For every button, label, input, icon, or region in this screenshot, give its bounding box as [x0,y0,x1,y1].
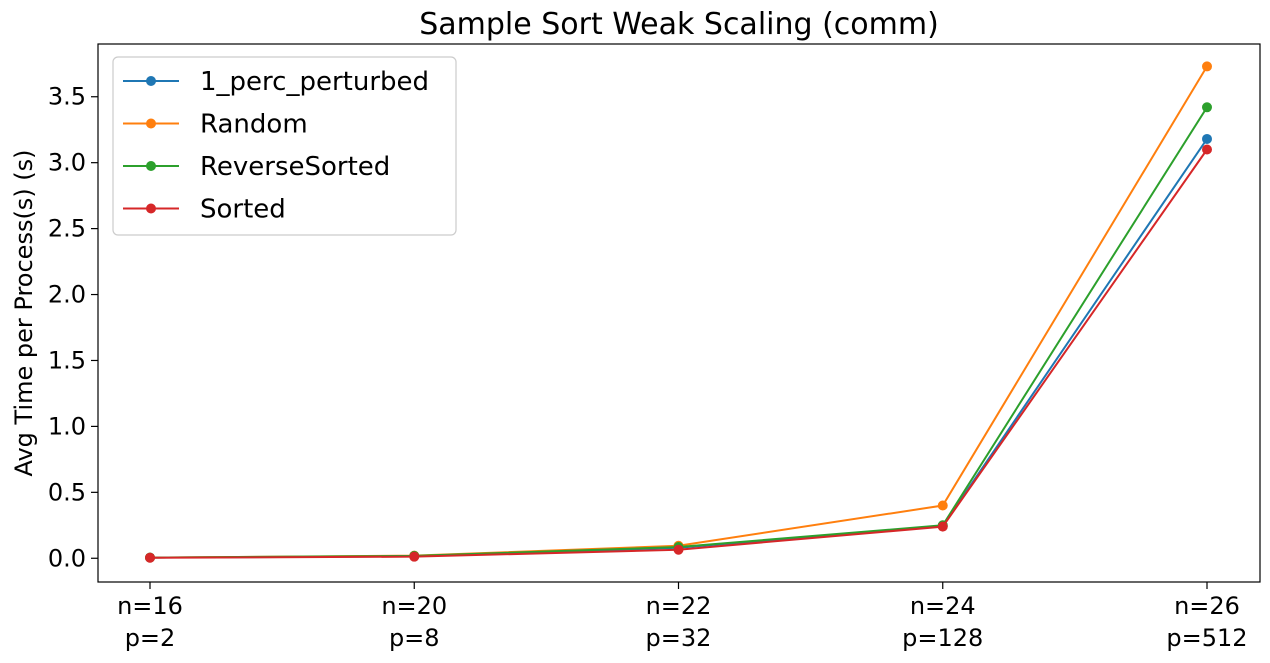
data-point [409,551,420,562]
x-tick-label: n=26 [1174,592,1240,620]
legend-swatch-marker [146,76,156,86]
data-point [1202,102,1212,113]
legend-box [112,56,457,236]
y-tick-label: 0.0 [48,544,86,572]
x-tick-label: n=20 [381,592,447,620]
data-point [1202,133,1212,144]
data-point [145,552,155,563]
x-tick-label: p=128 [902,624,983,652]
y-axis-label: Avg Time per Process(s) (s) [10,149,38,476]
data-point [1202,61,1212,72]
legend-swatch-marker [146,203,156,214]
y-axis-ticks: 0.0 0.5 1.0 1.5 2.0 2.5 3.0 3.5 [48,83,98,572]
x-tick-label: n=24 [910,592,976,620]
y-tick-label: 3.5 [48,83,86,111]
chart-title: Sample Sort Weak Scaling (comm) [419,7,939,42]
x-tick-label: p=8 [389,624,440,652]
legend: 1_perc_perturbed Random ReverseSorted Sorte… [112,56,457,236]
series-layer [145,61,1212,563]
legend-item: 1_perc_perturbed [123,67,429,97]
series-sorted [145,144,1212,563]
data-point [937,500,948,511]
legend-label: 1_perc_perturbed [200,67,429,97]
legend-label: Random [200,110,308,140]
x-axis-ticks: n=16 p=2 n=20 p=8 n=22 p=32 n=24 p=128 n=26 p=512 [117,582,1248,652]
y-tick-label: 0.5 [48,478,86,506]
x-tick-label: n=22 [646,592,712,620]
y-tick-label: 3.0 [48,149,86,177]
data-point [1202,144,1212,155]
y-tick-label: 1.0 [48,412,86,440]
x-tick-label: n=16 [117,592,183,620]
x-tick-label: p=2 [125,624,176,652]
legend-swatch-marker [146,118,156,129]
x-tick-label: p=512 [1166,624,1247,652]
legend-label: ReverseSorted [200,152,390,182]
legend-swatch-marker [146,161,156,171]
y-tick-label: 2.5 [48,215,86,243]
data-point [937,521,948,532]
x-tick-label: p=32 [646,624,712,652]
y-tick-label: 1.5 [48,346,86,374]
legend-label: Sorted [200,195,286,225]
legend-item: Sorted [123,195,286,225]
data-point [673,544,684,555]
legend-item: Random [123,110,308,140]
legend-item: ReverseSorted [123,152,390,182]
y-tick-label: 2.0 [48,281,86,309]
